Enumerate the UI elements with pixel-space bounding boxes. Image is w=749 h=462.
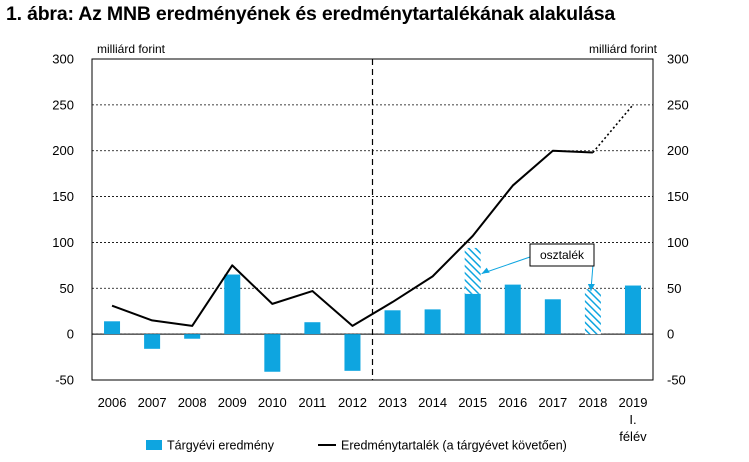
- y-tick-left: 200: [52, 143, 74, 158]
- y-tick-right: 200: [667, 143, 689, 158]
- bar: [344, 334, 361, 371]
- x-tick-label: 2012: [338, 395, 367, 410]
- y-tick-right: 0: [667, 327, 674, 342]
- x-tick-label: 2007: [138, 395, 167, 410]
- callout-arrowhead: [481, 267, 490, 274]
- bar: [624, 285, 641, 335]
- callout-leader: [481, 256, 531, 275]
- y-tick-left: -50: [55, 373, 74, 388]
- x-tick-label: 2018: [578, 395, 607, 410]
- bar: [504, 284, 521, 335]
- y-tick-left: 50: [60, 281, 74, 296]
- y-axis-unit-right: milliárd forint: [589, 42, 658, 56]
- callout-label: osztalék: [540, 248, 585, 262]
- legend: Tárgyévi eredmény Eredménytartalék (a tár…: [146, 439, 567, 453]
- y-tick-right: -50: [667, 373, 686, 388]
- axes: [91, 58, 654, 381]
- bar: [144, 334, 161, 349]
- x-tick-label: 2016: [498, 395, 527, 410]
- bar: [544, 299, 561, 335]
- y-tick-right: 50: [667, 281, 681, 296]
- y-tick-right: 100: [667, 235, 689, 250]
- legend-swatch-bar: [146, 440, 162, 450]
- x-tick-label: 2009: [218, 395, 247, 410]
- x-tick-label: 2019: [619, 395, 648, 410]
- y-tick-left: 100: [52, 235, 74, 250]
- x-tick-label: 2006: [98, 395, 127, 410]
- x-tick-label: 2010: [258, 395, 287, 410]
- y-tick-left: 0: [67, 327, 74, 342]
- y-axis-unit-left: milliárd forint: [97, 42, 166, 56]
- bar: [224, 274, 241, 335]
- legend-label: Eredménytartalék (a tárgyévet követően): [341, 439, 567, 453]
- x-tick-label: 2014: [418, 395, 447, 410]
- legend-label: Tárgyévi eredmény: [167, 439, 275, 453]
- x-tick-label: félév: [619, 429, 647, 444]
- dividend-bar: [584, 289, 601, 335]
- x-tick-label: I.: [629, 412, 636, 427]
- bars: [104, 247, 641, 372]
- callout-box: [529, 243, 595, 267]
- bar: [264, 334, 281, 372]
- y-tick-left: 300: [52, 52, 74, 67]
- x-tick-label: 2008: [178, 395, 207, 410]
- bar: [464, 293, 481, 335]
- y-tick-right: 300: [667, 52, 689, 67]
- y-tick-right: 150: [667, 189, 689, 204]
- y-tick-left: 250: [52, 97, 74, 112]
- reserve-line: [111, 149, 593, 327]
- bar: [384, 310, 401, 335]
- bar: [304, 322, 321, 335]
- callout: osztalék: [481, 243, 595, 292]
- y-tick-left: 150: [52, 189, 74, 204]
- y-tick-right: 250: [667, 97, 689, 112]
- bar: [104, 321, 121, 335]
- x-tick-label: 2015: [458, 395, 487, 410]
- x-tick-label: 2017: [538, 395, 567, 410]
- dividend-bar: [464, 247, 481, 294]
- bar: [424, 309, 441, 335]
- bar: [184, 334, 201, 339]
- lines: [111, 104, 634, 327]
- x-tick-label: 2013: [378, 395, 407, 410]
- labels: -50 -50 0 0 50 50 100 100 150 150 200 200 250 250 300 3…: [52, 42, 688, 444]
- reserve-projection-line: [592, 104, 634, 154]
- x-tick-label: 2011: [298, 395, 326, 410]
- chart-title: 1. ábra: Az MNB eredményének és eredmény…: [6, 3, 616, 25]
- callout-arrowhead: [587, 284, 595, 292]
